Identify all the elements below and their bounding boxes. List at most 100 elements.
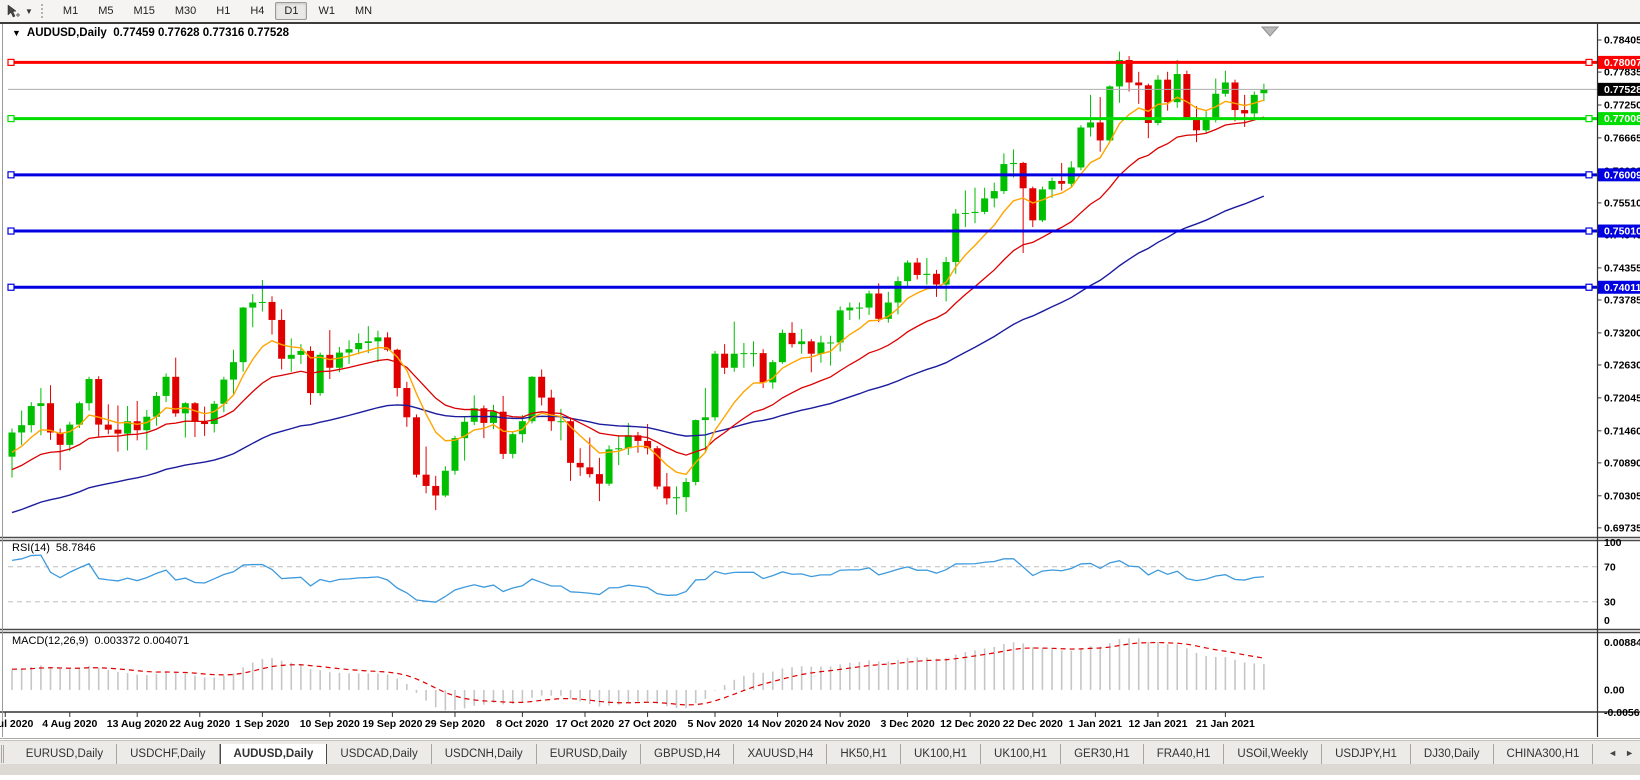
chart-tab-usoil-weekly[interactable]: USOil,Weekly — [1224, 744, 1323, 765]
chart-tab-xauusd-h4[interactable]: XAUUSD,H4 — [734, 744, 828, 765]
timeframe-button-m5[interactable]: M5 — [98, 5, 114, 17]
chart-tab-ger30-h1[interactable]: GER30,H1 — [1061, 744, 1144, 765]
price-tick-label: 0.73200 — [1604, 327, 1640, 339]
price-tick-label: 0.74355 — [1604, 262, 1640, 274]
level-0.74011-badge — [1598, 280, 1640, 294]
timeframe-button-mn[interactable]: MN — [354, 5, 373, 17]
chart-tab-china300-h1[interactable]: CHINA300,H1 — [1494, 744, 1594, 765]
macd-tick-label: 0.00884 — [1604, 637, 1640, 649]
date-tick-label: 10 Sep 2020 — [300, 718, 360, 730]
chart-tab-uk100-h1[interactable]: UK100,H1 — [901, 744, 982, 765]
chart-tab-bar: EURUSD,Daily USDCHF,Daily AUDUSD,Daily USDC… — [0, 740, 1640, 765]
line-handle-left-0.74011[interactable] — [7, 283, 15, 291]
chart-tab-usdchf-daily[interactable]: USDCHF,Daily — [117, 744, 220, 765]
level-0.78007-badge-label: 0.78007 — [1604, 57, 1640, 69]
date-tick-label: 22 Dec 2020 — [1003, 718, 1063, 730]
rsi-tick-label: 0 — [1604, 615, 1610, 627]
date-tick-label: 17 Oct 2020 — [556, 718, 615, 730]
chart-tab-eurusd-daily[interactable]: EURUSD,Daily — [13, 744, 118, 765]
macd-label: MACD(12,26,9) — [12, 635, 89, 647]
line-handle-right-0.76009[interactable] — [1585, 171, 1593, 179]
date-tick-label: 4 Aug 2020 — [42, 718, 97, 730]
arrow-right-icon[interactable]: ► — [1625, 748, 1634, 758]
chart-tab-hk50-h1[interactable]: HK50,H1 — [827, 744, 901, 765]
chart-tab-eurusd-daily[interactable]: EURUSD,Daily — [537, 744, 642, 765]
line-handle-right-0.77008[interactable] — [1585, 115, 1593, 123]
price-tick-label: 0.76665 — [1604, 132, 1640, 144]
chart-tab-usdcad-daily[interactable]: USDCAD,Daily — [327, 744, 432, 765]
timeframe-buttons: M1 M5 M15 M30 H1 H4 D1 W1 MN — [53, 2, 382, 20]
date-tick-label: 21 Jan 2021 — [1196, 718, 1255, 730]
line-handle-left-0.77008[interactable] — [7, 115, 15, 123]
tabbar-grip — [1, 745, 11, 763]
macd-tick-label: -0.005651 — [1604, 707, 1640, 719]
timeframe-toolbar: ▼ M1 M5 M15 M30 H1 H4 D1 W1 MN — [0, 0, 1640, 22]
timeframe-button-m1[interactable]: M1 — [62, 5, 79, 17]
price-tick-label: 0.78405 — [1604, 35, 1640, 47]
rsi-series — [11, 554, 1264, 603]
rsi-label: RSI(14) — [12, 542, 50, 554]
arrow-left-icon[interactable]: ◄ — [1608, 748, 1618, 758]
line-handle-right-0.74011[interactable] — [1585, 283, 1593, 291]
price-tick-label: 0.72630 — [1604, 359, 1640, 371]
chart-tab-dj30-daily[interactable]: DJ30,Daily — [1411, 744, 1494, 765]
chart-tab-gbpusd-h4[interactable]: GBPUSD,H4 — [641, 744, 735, 765]
rsi-tick-label: 30 — [1604, 597, 1616, 609]
status-strip — [0, 764, 1640, 775]
chart-title[interactable]: ▼ AUDUSD,Daily 0.77459 0.77628 0.77316 0.… — [12, 27, 289, 39]
line-handle-left-0.76009[interactable] — [7, 171, 15, 179]
chart-title-symbol: AUDUSD,Daily — [26, 27, 107, 39]
chart-tab-uk100-h1[interactable]: UK100,H1 — [981, 744, 1062, 765]
level-0.76009-badge-label: 0.76009 — [1604, 169, 1640, 181]
level-0.75010-badge — [1598, 224, 1640, 238]
date-tick-label: 1 Jan 2021 — [1069, 718, 1122, 730]
crosshair-cursor-tool-icon[interactable] — [3, 3, 23, 19]
macd-tick-label: 0.00 — [1604, 685, 1625, 697]
timeframe-button-w1[interactable]: W1 — [318, 5, 335, 17]
date-tick-label: 14 Nov 2020 — [747, 718, 808, 730]
date-tick-label: 13 Aug 2020 — [107, 718, 168, 730]
chart-tab-usdcnh-daily[interactable]: USDCNH,Daily — [432, 744, 537, 765]
chart-tab-fra40-h1[interactable]: FRA40,H1 — [1144, 744, 1225, 765]
current-price-badge-label: 0.77528 — [1604, 84, 1640, 96]
price-tick-label: 0.71460 — [1604, 425, 1640, 437]
level-0.77008-badge — [1598, 112, 1640, 126]
chart-tab-usoil-[interactable]: USOil, — [1593, 744, 1602, 765]
timeframe-button-h4[interactable]: H4 — [250, 5, 265, 17]
date-tick-label: 1 Sep 2020 — [235, 718, 289, 730]
date-tick-label: 24 Nov 2020 — [810, 718, 871, 730]
date-tick-label: 19 Sep 2020 — [362, 718, 422, 730]
rsi-value: 58.7846 — [55, 542, 96, 554]
caret-down-icon[interactable]: ▼ — [25, 6, 33, 16]
date-tick-label: 29 Sep 2020 — [425, 718, 485, 730]
timeframe-button-d1[interactable]: D1 — [275, 2, 308, 20]
date-tick-label: 12 Dec 2020 — [940, 718, 1000, 730]
chart-shift-marker-icon[interactable] — [1260, 26, 1280, 37]
date-tick-label: 12 Jan 2021 — [1128, 718, 1187, 730]
price-tick-label: 0.72045 — [1604, 392, 1640, 404]
price-tick-label: 0.77250 — [1604, 99, 1640, 111]
price-tick-label: 0.73785 — [1604, 294, 1640, 306]
level-0.78007-badge — [1598, 55, 1640, 69]
line-handle-left-0.78007[interactable] — [7, 58, 15, 66]
macd-indicator-header: MACD(12,26,9) 0.003372 0.004071 — [12, 635, 189, 647]
timeframe-button-m30[interactable]: M30 — [174, 5, 197, 17]
chart-tab-audusd-daily[interactable]: AUDUSD,Daily — [219, 744, 328, 765]
chart-tabs: EURUSD,Daily USDCHF,Daily AUDUSD,Daily USDC… — [13, 744, 1602, 765]
date-tick-label: 27 Oct 2020 — [618, 718, 677, 730]
toolbar-grip — [40, 4, 47, 18]
line-handle-left-0.75010[interactable] — [7, 227, 15, 235]
tab-scroll-controls: ◄ ► — [1602, 741, 1640, 765]
date-tick-label: 3 Dec 2020 — [880, 718, 934, 730]
triangle-down-icon[interactable]: ▼ — [12, 28, 21, 38]
timeframe-button-h1[interactable]: H1 — [216, 5, 231, 17]
chart-window-top-border — [0, 22, 1640, 24]
line-handle-right-0.78007[interactable] — [1585, 58, 1593, 66]
chart-tab-usdjpy-h1[interactable]: USDJPY,H1 — [1322, 744, 1411, 765]
chart-background — [0, 22, 1640, 738]
timeframe-button-m15[interactable]: M15 — [133, 5, 155, 17]
line-handle-right-0.75010[interactable] — [1585, 227, 1593, 235]
